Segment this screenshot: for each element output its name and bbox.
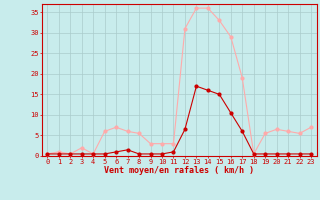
X-axis label: Vent moyen/en rafales ( km/h ): Vent moyen/en rafales ( km/h ) [104,166,254,175]
